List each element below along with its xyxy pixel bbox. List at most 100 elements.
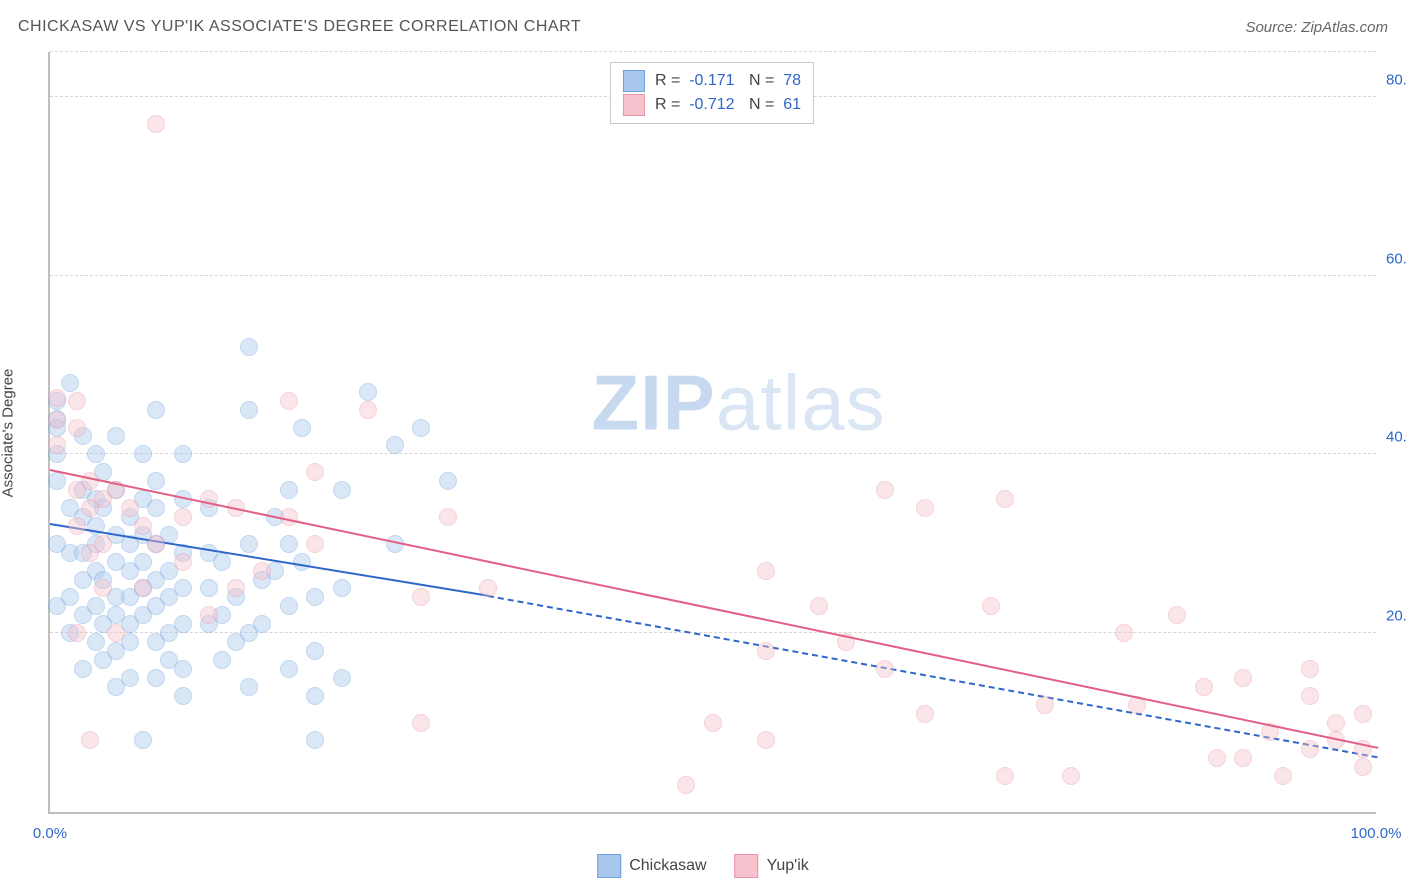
data-point — [704, 714, 722, 732]
data-point — [293, 419, 311, 437]
legend-swatch — [735, 854, 759, 878]
chart-title: CHICKASAW VS YUP'IK ASSOCIATE'S DEGREE C… — [18, 18, 581, 36]
data-point — [134, 579, 152, 597]
data-point — [280, 660, 298, 678]
data-point — [200, 579, 218, 597]
data-point — [439, 508, 457, 526]
data-point — [757, 731, 775, 749]
data-point — [81, 472, 99, 490]
data-point — [982, 597, 1000, 615]
stats-box: R = -0.171 N = 78R = -0.712 N = 61 — [610, 62, 814, 124]
legend-label: Chickasaw — [629, 857, 706, 874]
data-point — [1115, 624, 1133, 642]
data-point — [240, 535, 258, 553]
data-point — [1036, 696, 1054, 714]
data-point — [147, 499, 165, 517]
data-point — [87, 597, 105, 615]
y-tick-label: 60.0% — [1386, 250, 1406, 267]
data-point — [306, 588, 324, 606]
data-point — [87, 633, 105, 651]
legend-item: Chickasaw — [597, 854, 706, 878]
data-point — [916, 499, 934, 517]
data-point — [1301, 740, 1319, 758]
data-point — [439, 472, 457, 490]
y-tick-label: 80.0% — [1386, 71, 1406, 88]
data-point — [253, 615, 271, 633]
data-point — [1195, 678, 1213, 696]
data-point — [134, 553, 152, 571]
source-text: Source: ZipAtlas.com — [1245, 19, 1388, 36]
data-point — [1354, 758, 1372, 776]
n-label: N = 78 — [745, 69, 801, 93]
data-point — [306, 731, 324, 749]
data-point — [293, 553, 311, 571]
data-point — [174, 660, 192, 678]
data-point — [94, 535, 112, 553]
x-tick-label: 0.0% — [33, 825, 67, 842]
x-tick-label: 100.0% — [1351, 825, 1402, 842]
data-point — [61, 374, 79, 392]
data-point — [386, 436, 404, 454]
data-point — [48, 472, 66, 490]
data-point — [147, 115, 165, 133]
data-point — [174, 687, 192, 705]
gridline — [50, 51, 1376, 52]
data-point — [280, 392, 298, 410]
data-point — [147, 472, 165, 490]
data-point — [280, 481, 298, 499]
data-point — [479, 579, 497, 597]
data-point — [412, 714, 430, 732]
data-point — [757, 562, 775, 580]
data-point — [1274, 767, 1292, 785]
data-point — [253, 562, 271, 580]
data-point — [333, 579, 351, 597]
data-point — [107, 624, 125, 642]
data-point — [333, 481, 351, 499]
data-point — [306, 687, 324, 705]
data-point — [280, 535, 298, 553]
data-point — [306, 463, 324, 481]
data-point — [280, 597, 298, 615]
data-point — [306, 642, 324, 660]
r-label: R = -0.171 — [655, 69, 735, 93]
data-point — [359, 401, 377, 419]
data-point — [61, 588, 79, 606]
data-point — [1301, 687, 1319, 705]
data-point — [996, 490, 1014, 508]
data-point — [677, 776, 695, 794]
data-point — [876, 660, 894, 678]
data-point — [68, 624, 86, 642]
gridline — [50, 275, 1376, 276]
header: CHICKASAW VS YUP'IK ASSOCIATE'S DEGREE C… — [18, 18, 1388, 36]
data-point — [200, 606, 218, 624]
data-point — [174, 579, 192, 597]
data-point — [147, 401, 165, 419]
legend-label: Yup'ik — [767, 857, 809, 874]
data-point — [48, 411, 66, 429]
data-point — [240, 401, 258, 419]
data-point — [1327, 714, 1345, 732]
data-point — [68, 419, 86, 437]
data-point — [174, 508, 192, 526]
data-point — [87, 445, 105, 463]
legend-item: Yup'ik — [735, 854, 809, 878]
data-point — [1168, 606, 1186, 624]
data-point — [227, 579, 245, 597]
data-point — [107, 427, 125, 445]
data-point — [134, 445, 152, 463]
data-point — [876, 481, 894, 499]
legend-swatch — [597, 854, 621, 878]
stats-row: R = -0.171 N = 78 — [623, 69, 801, 93]
data-point — [48, 389, 66, 407]
data-point — [359, 383, 377, 401]
data-point — [213, 651, 231, 669]
data-point — [757, 642, 775, 660]
data-point — [240, 678, 258, 696]
y-tick-label: 40.0% — [1386, 429, 1406, 446]
data-point — [174, 553, 192, 571]
gridline — [50, 453, 1376, 454]
data-point — [174, 445, 192, 463]
data-point — [174, 615, 192, 633]
data-point — [94, 579, 112, 597]
data-point — [81, 731, 99, 749]
